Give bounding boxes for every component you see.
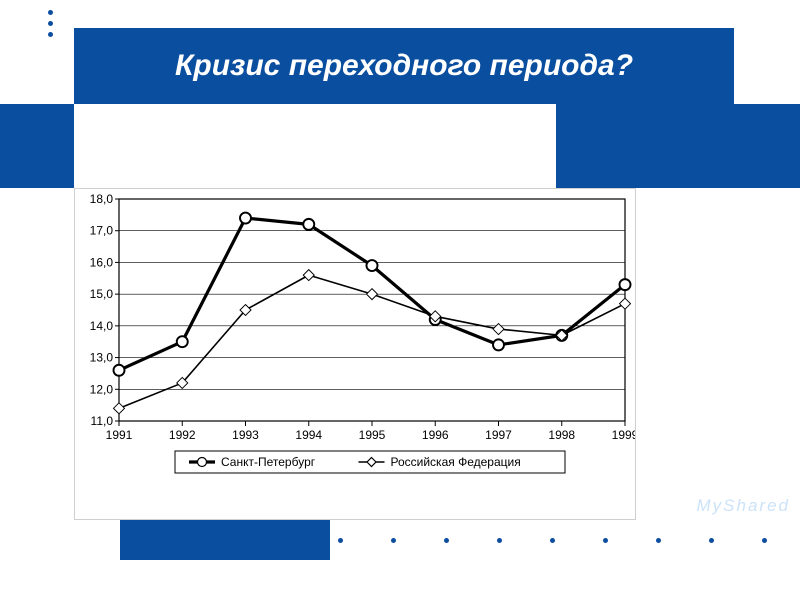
bullet-dot (391, 538, 396, 543)
svg-text:14,0: 14,0 (90, 319, 114, 333)
chart-container: 11,0 12,0 13,0 14,0 15,0 16,0 17,0 18,0 1991 1992… (74, 188, 636, 520)
bullet-dot (656, 538, 661, 543)
svg-text:17,0: 17,0 (90, 224, 114, 238)
svg-text:1999: 1999 (612, 428, 635, 442)
svg-text:1995: 1995 (359, 428, 386, 442)
svg-text:12,0: 12,0 (90, 382, 114, 396)
line-chart: 11,0 12,0 13,0 14,0 15,0 16,0 17,0 18,0 1991 1992… (75, 189, 635, 519)
bullet-dot (709, 538, 714, 543)
svg-text:Российская Федерация: Российская Федерация (391, 455, 521, 469)
bullet-dot (550, 538, 555, 543)
svg-text:1993: 1993 (232, 428, 259, 442)
bullet-dot (48, 32, 53, 37)
watermark-text: MyShared (697, 496, 790, 516)
bullet-dot (48, 10, 53, 15)
decor-band-left (0, 104, 74, 188)
decor-band-right (556, 104, 800, 188)
svg-text:1992: 1992 (169, 428, 196, 442)
bullet-dot (444, 538, 449, 543)
slide-title: Кризис переходного периода? (175, 49, 633, 83)
svg-text:Санкт-Петербург: Санкт-Петербург (221, 455, 316, 469)
bullet-dot (603, 538, 608, 543)
svg-text:15,0: 15,0 (90, 287, 114, 301)
decor-bullets-top (48, 10, 53, 37)
svg-text:11,0: 11,0 (91, 414, 114, 428)
svg-text:1994: 1994 (295, 428, 322, 442)
title-band: Кризис переходного периода? (74, 28, 734, 104)
bullet-dot (497, 538, 502, 543)
bullet-dot (48, 21, 53, 26)
svg-text:1996: 1996 (422, 428, 449, 442)
svg-text:1997: 1997 (485, 428, 512, 442)
decor-bullets-bottom (338, 538, 767, 543)
svg-text:18,0: 18,0 (90, 192, 114, 206)
bullet-dot (762, 538, 767, 543)
svg-text:16,0: 16,0 (90, 255, 114, 269)
slide-root: Кризис переходного периода? 11,0 12,0 13,0… (0, 0, 800, 600)
svg-text:13,0: 13,0 (90, 351, 114, 365)
svg-text:1998: 1998 (548, 428, 575, 442)
bullet-dot (338, 538, 343, 543)
decor-band-bottom (120, 520, 330, 560)
svg-text:1991: 1991 (106, 428, 133, 442)
